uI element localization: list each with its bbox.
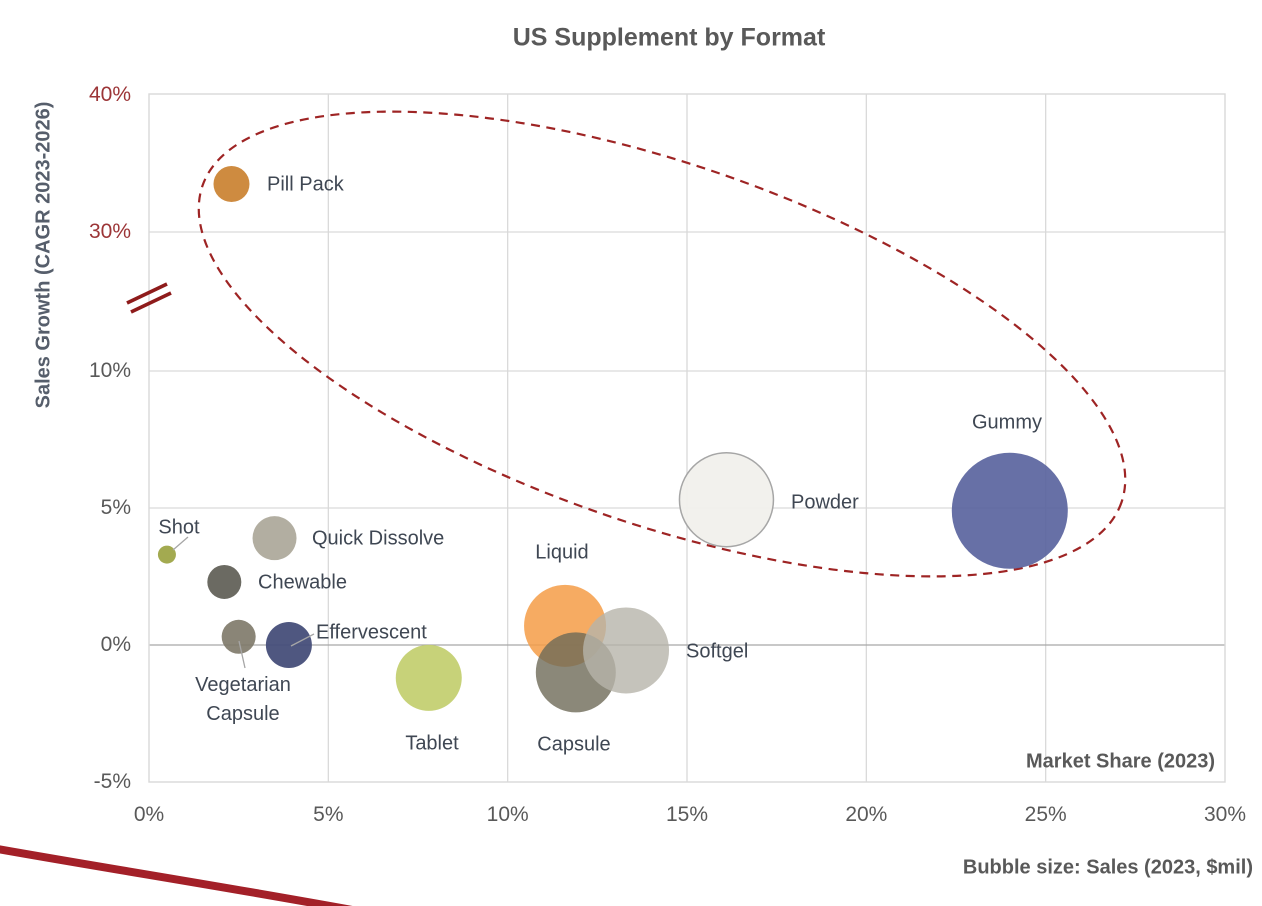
y-tick-40-: 40% (88, 83, 131, 106)
bubble-softgel (583, 607, 670, 694)
plot-border (148, 93, 1226, 783)
axis-break-marks-icon (126, 282, 172, 314)
y-tick-5-: 5% (100, 496, 131, 519)
bubble-label-tablet: Tablet (405, 732, 459, 755)
y-tick--5-: -5% (93, 770, 131, 793)
bubble-gummy (951, 452, 1068, 569)
bubble-label-softgel: Softgel (686, 640, 749, 663)
x-tick-20-: 20% (845, 803, 888, 826)
x-tick-5-: 5% (313, 803, 344, 826)
y-axis-title: Sales Growth (CAGR 2023-2026) (32, 101, 55, 409)
bubble-label-liquid: Liquid (535, 541, 589, 564)
bubble-label-pill-pack: Pill Pack (267, 173, 344, 196)
bubble-label-chewable: Chewable (258, 571, 347, 594)
x-tick-10-: 10% (486, 803, 529, 826)
bubble-effervescent (265, 622, 312, 668)
bubble-label-quick-dissolve: Quick Dissolve (312, 527, 445, 550)
x-tick-25-: 25% (1024, 803, 1067, 826)
x-tick-30-: 30% (1203, 803, 1247, 826)
decorative-swoosh (0, 845, 353, 906)
bubble-label-capsule: Capsule (537, 733, 611, 756)
bubble-label-effervescent: Effervescent (316, 621, 427, 644)
bubble-vegetarian-capsule (221, 619, 256, 654)
y-tick-30-: 30% (88, 220, 131, 243)
bubble-label-gummy: Gummy (972, 411, 1042, 434)
bubble-quick-dissolve (252, 516, 297, 561)
page-title: US Supplement by Format (512, 23, 826, 52)
bubble-pill-pack (213, 166, 250, 203)
x-tick-0-: 0% (133, 803, 165, 826)
bubble-size-note: Bubble size: Sales (2023, $mil) (962, 856, 1253, 879)
bubble-shot (157, 545, 176, 564)
y-tick-10-: 10% (88, 359, 131, 382)
gridlines (149, 94, 1225, 782)
y-tick-0-: 0% (100, 633, 131, 656)
bubble-label-shot: Shot (158, 516, 200, 539)
bubble-chewable (207, 564, 242, 599)
bubbles-layer (157, 166, 1068, 713)
highlight-ellipse (197, 110, 1127, 578)
bubble-label-powder: Powder (791, 491, 859, 514)
bubble-label-vegetarian-capsule: Vegetarian Capsule (195, 674, 291, 725)
x-axis-title: Market Share (2023) (1026, 750, 1215, 773)
bubble-powder (678, 452, 775, 548)
bubble-tablet (395, 644, 462, 711)
leader-lines (172, 536, 315, 669)
swoosh-path (0, 845, 353, 906)
x-tick-15-: 15% (665, 803, 709, 826)
